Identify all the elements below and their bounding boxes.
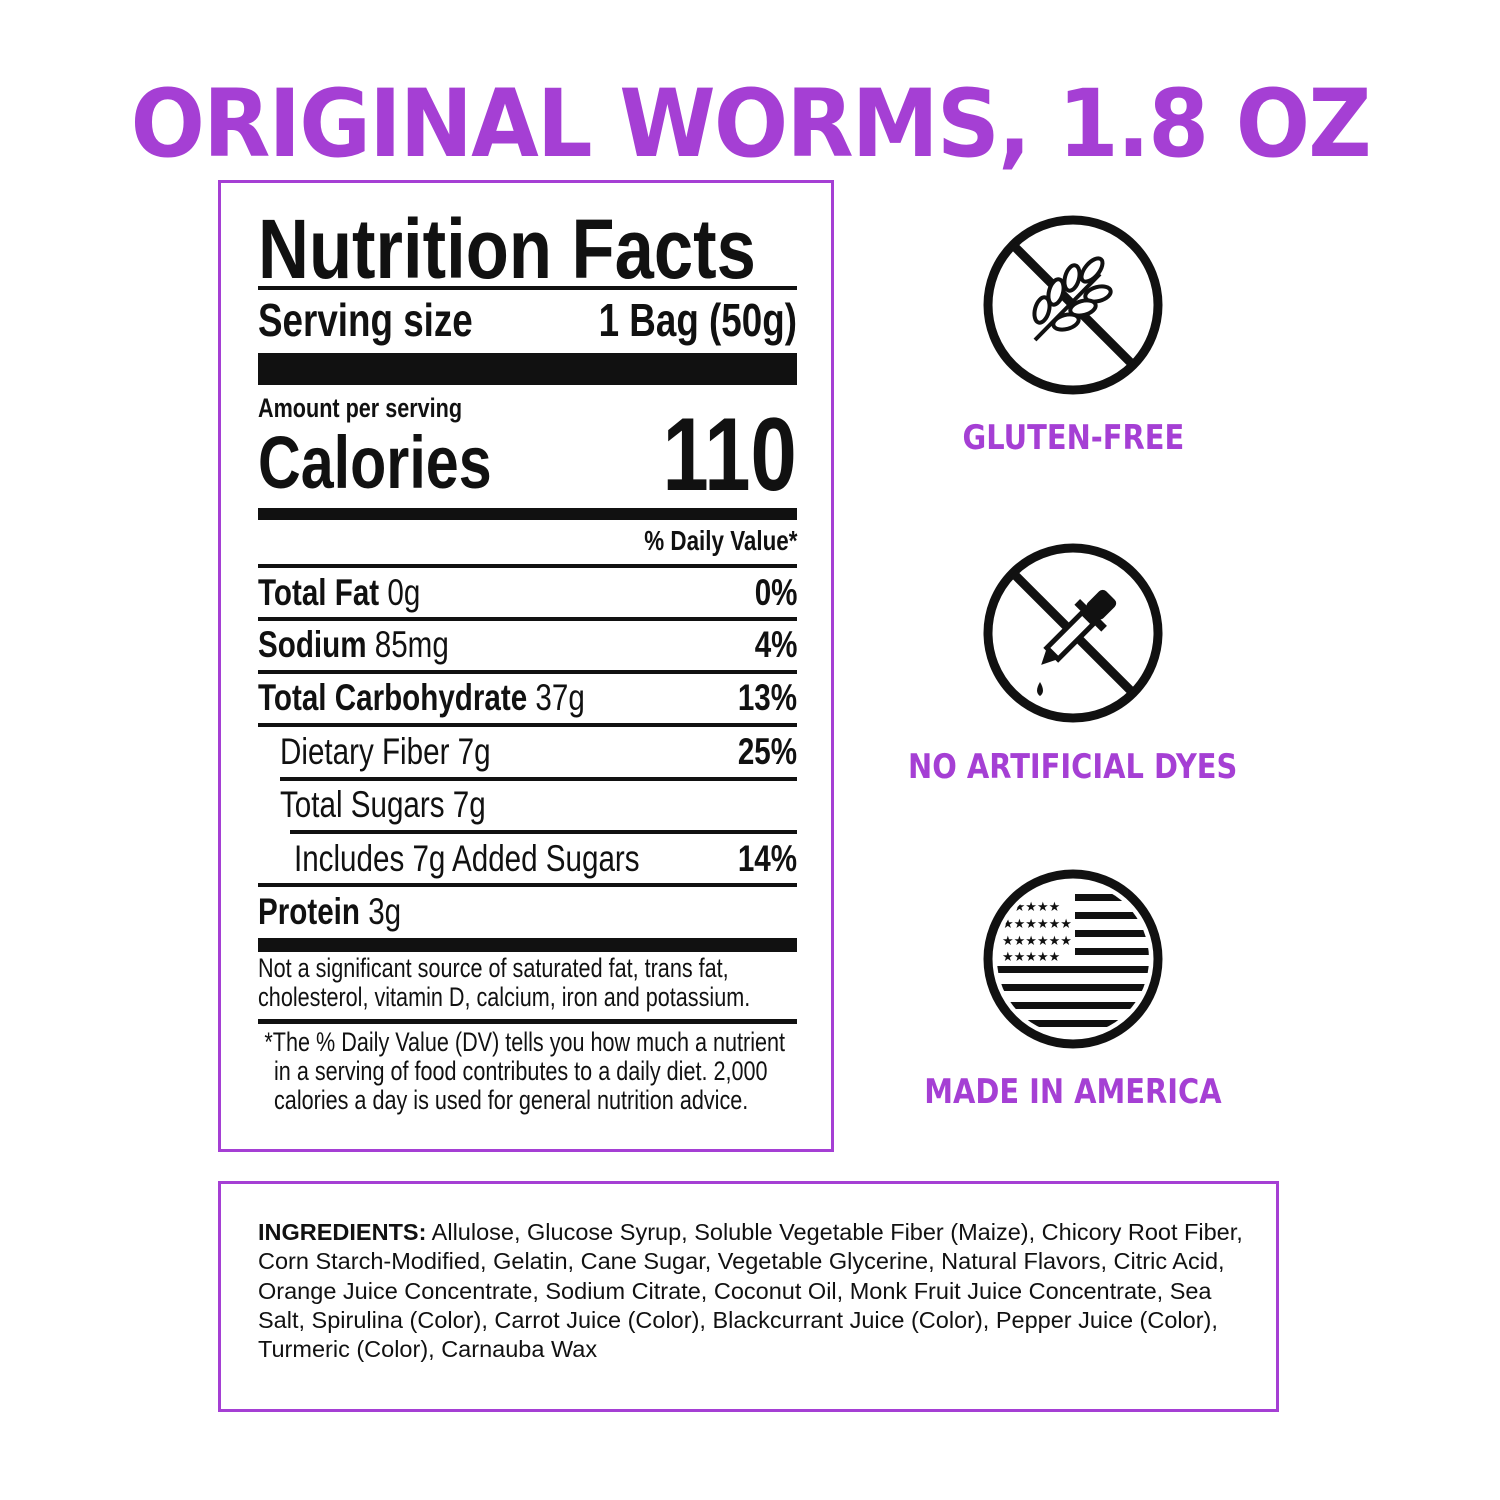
badge-label: MADE IN AMERICA bbox=[924, 1072, 1222, 1112]
nutrient-row-total-fat: Total Fat 0g 0% bbox=[258, 570, 797, 616]
us-flag-icon: ★★★★★ ★★★★★★ ★★★★★★ ★★★★★ bbox=[983, 869, 1163, 1049]
nutrient-row-sodium: Sodium 85mg 4% bbox=[258, 622, 797, 668]
badge-gluten-free: GLUTEN-FREE bbox=[873, 418, 1273, 458]
nutrient-row-protein: Protein 3g bbox=[258, 889, 797, 935]
nutrient-row-dietary-fiber: Dietary Fiber 7g 25% bbox=[280, 729, 797, 775]
nutrient-label: Dietary Fiber 7g bbox=[280, 731, 491, 772]
nutrient-dv: 25% bbox=[737, 731, 797, 772]
calories-value: 110 bbox=[629, 400, 797, 510]
nutrient-dv: 0% bbox=[754, 572, 797, 613]
svg-text:★★★★★: ★★★★★ bbox=[1002, 950, 1060, 965]
thick-divider bbox=[258, 938, 797, 952]
divider bbox=[258, 1019, 797, 1024]
nutrition-heading-text: Nutrition Facts bbox=[258, 202, 756, 296]
nutrient-amount: 3g bbox=[368, 891, 402, 932]
page-title-text: ORIGINAL WORMS, 1.8 OZ bbox=[130, 70, 1371, 179]
nutrient-amount: 37g bbox=[535, 677, 585, 718]
nutrition-heading: Nutrition Facts bbox=[258, 204, 851, 294]
medium-divider bbox=[258, 508, 797, 520]
page-title: ORIGINAL WORMS, 1.8 OZ bbox=[0, 70, 1500, 179]
divider bbox=[280, 777, 797, 781]
divider bbox=[258, 883, 797, 887]
ingredients-text: INGREDIENTS: Allulose, Glucose Syrup, So… bbox=[258, 1218, 1248, 1364]
svg-text:★★★★★★: ★★★★★★ bbox=[1002, 917, 1072, 932]
nutrient-label: Total Carbohydrate bbox=[258, 677, 528, 718]
calories-label: Calories bbox=[258, 420, 550, 506]
calories-value-text: 110 bbox=[662, 397, 797, 513]
nutrient-label: Total Fat bbox=[258, 572, 380, 613]
nutrient-row-total-carbohydrate: Total Carbohydrate 37g 13% bbox=[258, 675, 797, 721]
footnote-daily-value: *The % Daily Value (DV) tells you how mu… bbox=[258, 1028, 928, 1115]
nutrient-dv: 13% bbox=[737, 677, 797, 718]
ingredients-list: Allulose, Glucose Syrup, Soluble Vegetab… bbox=[258, 1219, 1243, 1363]
ingredients-label: INGREDIENTS: bbox=[258, 1219, 427, 1245]
badge-made-in-america: MADE IN AMERICA bbox=[873, 1072, 1273, 1112]
daily-value-header: % Daily Value* bbox=[606, 524, 797, 558]
nutrient-dv: 4% bbox=[754, 624, 797, 665]
divider bbox=[258, 286, 797, 290]
divider bbox=[290, 830, 797, 834]
nutrient-row-total-sugars: Total Sugars 7g bbox=[280, 782, 797, 828]
badge-label: NO ARTIFICIAL DYES bbox=[908, 747, 1238, 787]
divider bbox=[258, 617, 797, 621]
amount-per-serving: Amount per serving bbox=[258, 392, 513, 424]
amount-per-serving-text: Amount per serving bbox=[258, 393, 463, 423]
nutrient-amount: 0g bbox=[387, 572, 421, 613]
nutrient-label: Includes 7g Added Sugars bbox=[294, 838, 640, 879]
no-dropper-icon bbox=[983, 543, 1163, 723]
footnote-nutrients-text: Not a significant source of saturated fa… bbox=[258, 953, 751, 1012]
badge-no-artificial-dyes: NO ARTIFICIAL DYES bbox=[873, 747, 1273, 787]
serving-size-value: 1 Bag (50g) bbox=[598, 294, 797, 346]
divider bbox=[258, 670, 797, 674]
nutrient-label: Protein bbox=[258, 891, 360, 932]
nutrient-amount: 85mg bbox=[374, 624, 449, 665]
ingredients-panel bbox=[218, 1181, 1279, 1412]
svg-text:★★★★★★: ★★★★★★ bbox=[1002, 934, 1072, 949]
serving-size-label: Serving size bbox=[258, 294, 473, 346]
nutrient-label: Sodium bbox=[258, 624, 367, 665]
nutrient-label: Total Sugars 7g bbox=[280, 784, 486, 825]
nutrient-dv: 14% bbox=[737, 838, 797, 879]
calories-label-text: Calories bbox=[258, 421, 492, 504]
serving-size-row: Serving size 1 Bag (50g) bbox=[258, 294, 797, 346]
nutrient-row-added-sugars: Includes 7g Added Sugars 14% bbox=[294, 836, 797, 882]
thick-divider bbox=[258, 353, 797, 385]
daily-value-header-text: % Daily Value* bbox=[643, 525, 797, 556]
nutrition-facts-panel bbox=[218, 180, 834, 1152]
divider bbox=[258, 723, 797, 727]
badge-label: GLUTEN-FREE bbox=[962, 418, 1184, 458]
footnote-nutrients: Not a significant source of saturated fa… bbox=[258, 954, 928, 1012]
no-wheat-icon bbox=[983, 215, 1163, 395]
footnote-daily-value-text: *The % Daily Value (DV) tells you how mu… bbox=[264, 1027, 786, 1115]
divider bbox=[258, 564, 797, 568]
